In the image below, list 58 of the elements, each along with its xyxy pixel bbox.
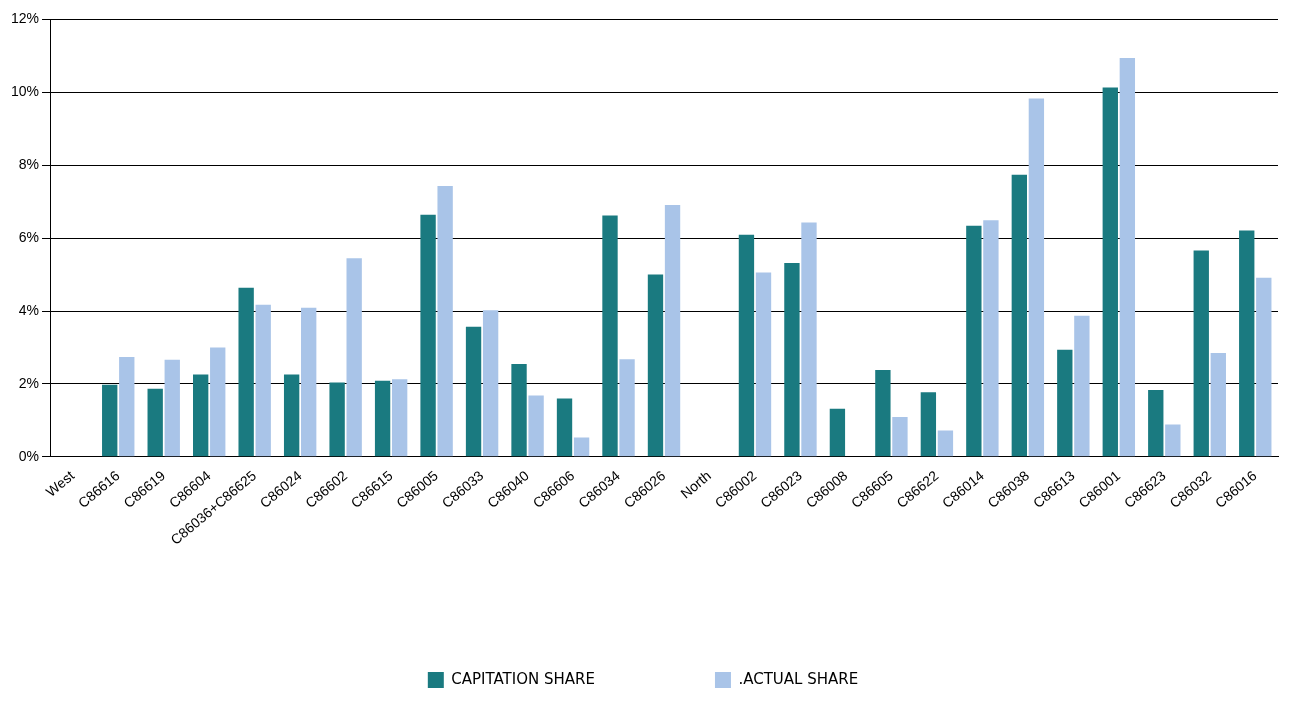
y-tick-label: 10% — [10, 83, 40, 100]
bar — [102, 384, 118, 457]
bar — [255, 304, 271, 457]
y-tick-label: 4% — [18, 301, 40, 318]
bar — [1074, 315, 1090, 457]
bar — [1210, 352, 1226, 457]
bar — [437, 185, 453, 457]
bar — [1165, 424, 1181, 457]
bar — [875, 370, 891, 457]
bar — [829, 408, 846, 457]
bar — [528, 395, 544, 457]
bar — [602, 215, 618, 457]
bar — [755, 272, 772, 457]
bar — [801, 222, 817, 457]
y-tick-label: 6% — [18, 228, 40, 245]
bar — [482, 310, 499, 457]
legend-label: CAPITATION SHARE — [451, 669, 595, 688]
y-tick-label: 2% — [18, 374, 40, 391]
bar — [1193, 250, 1209, 457]
bar — [738, 234, 755, 457]
bar — [983, 220, 999, 457]
y-tick-label: 0% — [18, 447, 40, 464]
bar — [391, 379, 408, 457]
bar — [1119, 58, 1136, 457]
bar — [920, 392, 937, 457]
bar — [784, 262, 800, 457]
bar — [420, 214, 436, 457]
legend-label: .ACTUAL SHARE — [738, 669, 859, 688]
bar — [937, 430, 954, 457]
bar — [892, 417, 908, 457]
bar — [573, 437, 590, 457]
bar — [1102, 87, 1118, 457]
bar — [511, 363, 527, 457]
bar — [346, 258, 362, 457]
y-tick-label: 8% — [18, 156, 40, 173]
bar — [1057, 349, 1073, 457]
bar — [664, 204, 681, 457]
bar — [301, 307, 317, 457]
bar — [1239, 230, 1255, 457]
bar — [556, 398, 573, 457]
bar — [119, 356, 135, 457]
bar — [210, 347, 226, 457]
bar — [1028, 98, 1045, 457]
bar — [465, 326, 482, 457]
bar — [619, 359, 635, 457]
bar — [1148, 390, 1164, 457]
y-tick-label: 12% — [10, 10, 40, 27]
bar — [374, 380, 391, 457]
bar — [1011, 174, 1027, 457]
bar — [147, 388, 163, 457]
bar — [1256, 277, 1272, 457]
bar — [283, 374, 300, 457]
bar — [966, 225, 982, 457]
bar — [193, 374, 209, 457]
bar — [164, 359, 180, 457]
bar — [329, 382, 345, 457]
bar — [647, 274, 664, 457]
bar — [238, 287, 254, 457]
